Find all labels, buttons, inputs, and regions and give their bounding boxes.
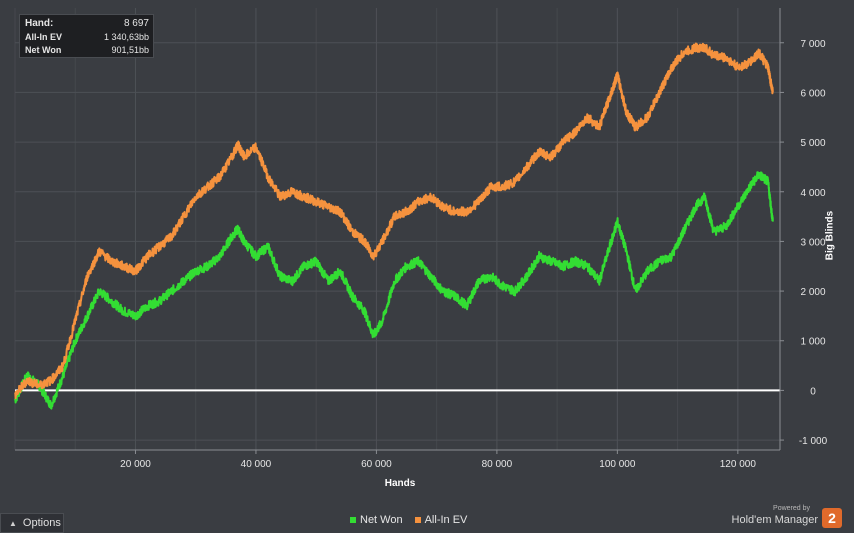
x-tick-label: 20 000 [120, 459, 151, 470]
legend-swatch-all-in-ev [414, 517, 421, 523]
y-tick-label: 2 000 [800, 287, 825, 298]
info-row-hand: Hand: 8 697 [25, 17, 149, 31]
x-tick-label: 120 000 [720, 459, 757, 470]
info-label-all-in-ev: All-In EV [25, 31, 63, 42]
y-tick-label: 1 000 [800, 337, 825, 348]
series-line-net-won [14, 171, 774, 410]
chevron-up-icon: ▲ [9, 518, 17, 528]
y-axis-label: Big Blinds [824, 210, 836, 261]
y-tick-label: 4 000 [800, 188, 825, 199]
y-tick-label: -1 000 [799, 436, 828, 447]
x-axis-label: Hands [384, 478, 416, 489]
chart-legend: Net Won All-In EV [350, 514, 467, 526]
plot-area [15, 8, 780, 450]
info-label-net-won: Net Won [25, 45, 62, 55]
y-tick-label: 6 000 [800, 88, 825, 99]
y-tick-label: 5 000 [800, 138, 825, 149]
info-value-net-won: 901,51bb [111, 45, 149, 55]
y-tick-label: 7 000 [800, 39, 825, 50]
legend-item-net-won[interactable]: Net Won [350, 514, 403, 526]
x-tick-label: 40 000 [241, 459, 272, 470]
hand-info-tooltip: Hand: 8 697 All-In EV 1 340,63bb Net Won… [19, 14, 154, 58]
brand-badge-icon: 2 [822, 508, 842, 528]
x-tick-label: 100 000 [599, 459, 636, 470]
legend-item-all-in-ev[interactable]: All-In EV [414, 514, 468, 526]
y-tick-label: 3 000 [800, 237, 825, 248]
brand-powered-by: Powered by [773, 505, 810, 512]
legend-label-net-won: Net Won [360, 514, 403, 526]
legend-label-all-in-ev: All-In EV [424, 514, 468, 526]
info-value-all-in-ev: 1 340,63bb [103, 31, 149, 42]
options-button[interactable]: ▲ Options [0, 513, 64, 533]
options-label: Options [22, 517, 61, 529]
brand-logo: Powered by Hold'em Manager 2 [726, 505, 846, 531]
x-tick-label: 60 000 [361, 459, 392, 470]
info-label-hand: Hand: [25, 18, 54, 29]
info-row-net-won: Net Won 901,51bb [25, 44, 149, 58]
info-row-all-in-ev: All-In EV 1 340,63bb [25, 31, 149, 45]
series-line-all-in-ev [14, 42, 774, 400]
x-tick-label: 80 000 [482, 459, 513, 470]
y-tick-label: 0 [810, 386, 816, 397]
info-value-hand: 8 697 [123, 18, 149, 29]
legend-swatch-net-won [350, 517, 356, 523]
brand-name: Hold'em Manager [731, 514, 818, 526]
